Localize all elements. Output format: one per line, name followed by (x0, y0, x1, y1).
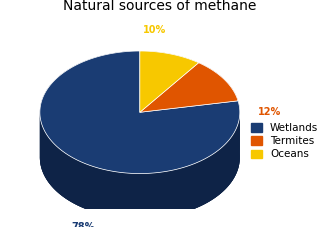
Polygon shape (40, 113, 240, 219)
Text: 78%: 78% (72, 222, 95, 227)
Text: 12%: 12% (258, 107, 281, 117)
Polygon shape (40, 51, 240, 174)
Polygon shape (140, 51, 199, 112)
Polygon shape (40, 51, 240, 174)
Text: 10%: 10% (143, 25, 166, 35)
Polygon shape (40, 113, 240, 219)
Legend: Wetlands, Termites, Oceans: Wetlands, Termites, Oceans (251, 123, 318, 159)
Polygon shape (140, 63, 238, 112)
Polygon shape (40, 96, 240, 219)
Polygon shape (140, 63, 238, 112)
Polygon shape (140, 51, 199, 112)
Title: Natural sources of methane: Natural sources of methane (63, 0, 257, 13)
Polygon shape (40, 51, 240, 158)
